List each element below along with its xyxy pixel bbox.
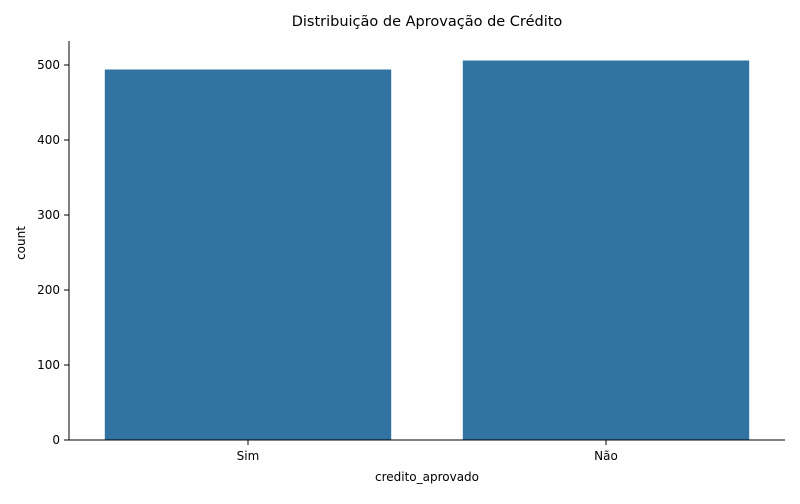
y-tick-label: 300 (37, 208, 60, 222)
y-tick-label: 0 (52, 433, 60, 447)
x-tick-label: Sim (237, 449, 260, 463)
x-axis-label: credito_aprovado (375, 470, 479, 484)
y-tick-label: 500 (37, 58, 60, 72)
y-tick-label: 100 (37, 358, 60, 372)
chart-title: Distribuição de Aprovação de Crédito (292, 14, 563, 30)
x-axis: Sim Não (237, 440, 618, 463)
y-axis: 0 100 200 300 400 500 (37, 58, 69, 447)
bars-layer (104, 60, 750, 440)
bar-nao (462, 60, 750, 440)
y-tick-label: 200 (37, 283, 60, 297)
y-tick-label: 400 (37, 133, 60, 147)
y-axis-label: count (14, 226, 28, 260)
x-tick-label: Não (594, 449, 618, 463)
bar-sim (104, 69, 392, 440)
